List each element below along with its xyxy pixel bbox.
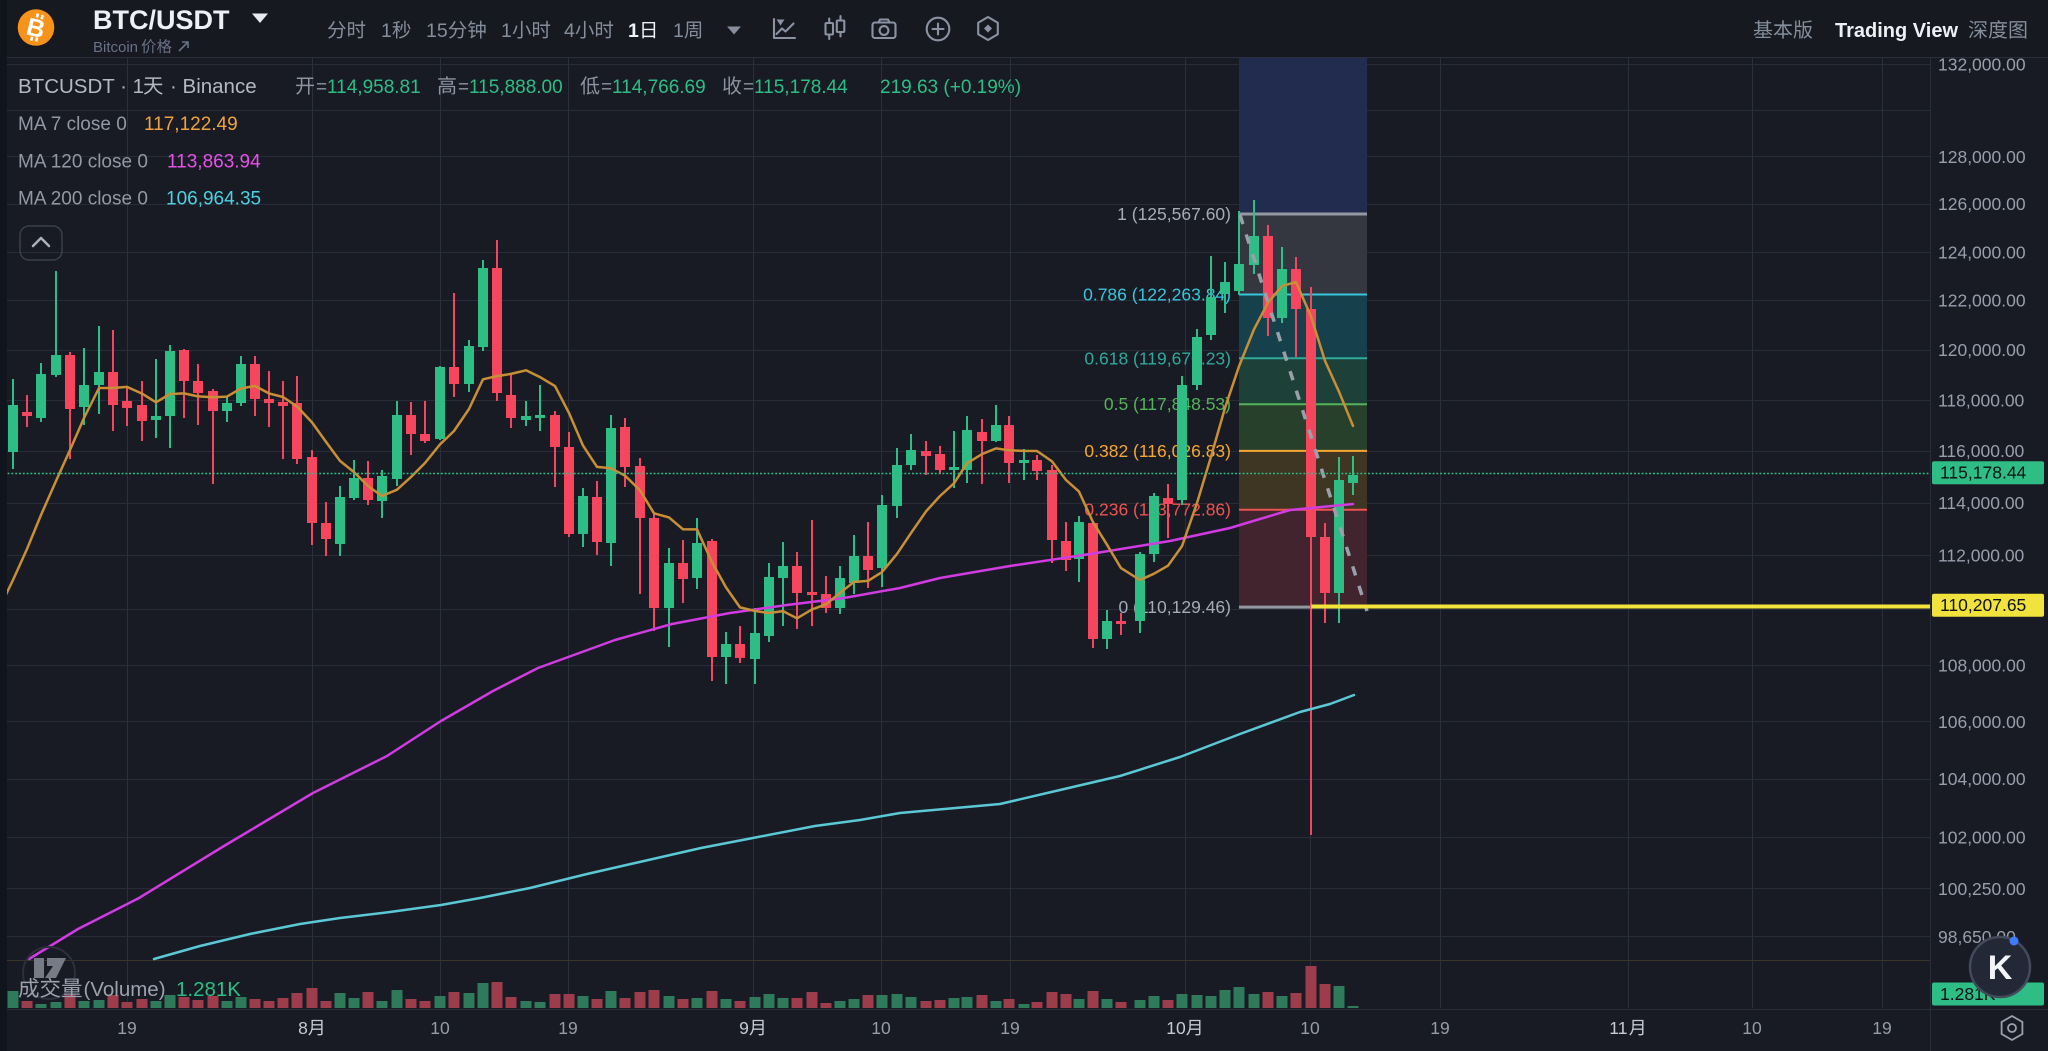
svg-text:110,207.65: 110,207.65 (1940, 595, 2026, 615)
svg-text:9: 9 (739, 1018, 749, 1038)
svg-text:19: 19 (558, 1018, 577, 1038)
svg-text:114,000.00: 114,000.00 (1938, 493, 2025, 513)
svg-text:Bitcoin: Bitcoin (93, 39, 138, 56)
svg-text:15: 15 (426, 20, 448, 42)
svg-text:114,766.69: 114,766.69 (612, 77, 706, 98)
svg-text:19: 19 (1872, 1018, 1891, 1038)
svg-text:120,000.00: 120,000.00 (1938, 340, 2026, 360)
svg-text:0 (110,129.46): 0 (110,129.46) (1118, 597, 1231, 617)
svg-text:BTC/USDT: BTC/USDT (93, 5, 230, 35)
svg-text:1.281K: 1.281K (176, 978, 241, 1001)
svg-text:Trading View: Trading View (1835, 20, 1958, 42)
svg-text:10: 10 (1742, 1018, 1762, 1038)
svg-text:124,000.00: 124,000.00 (1938, 242, 2026, 262)
svg-text:=: = (458, 77, 469, 98)
svg-text:1: 1 (673, 20, 684, 42)
svg-text:1 (125,567.60): 1 (125,567.60) (1117, 204, 1231, 224)
svg-text:10: 10 (1300, 1018, 1320, 1038)
svg-text:BTCUSDT · 1: BTCUSDT · 1 (18, 75, 144, 98)
svg-text:114,958.81: 114,958.81 (327, 77, 421, 98)
svg-text:0.382 (116,026.83): 0.382 (116,026.83) (1084, 441, 1231, 461)
svg-text:116,000.00: 116,000.00 (1938, 441, 2025, 461)
svg-text:19: 19 (1430, 1018, 1449, 1038)
svg-text:8: 8 (298, 1018, 308, 1038)
svg-text:128,000.00: 128,000.00 (1938, 147, 2026, 167)
svg-text:=: = (743, 77, 754, 98)
svg-text:1: 1 (501, 20, 512, 42)
svg-text:106,964.35: 106,964.35 (166, 189, 261, 210)
svg-text:=: = (316, 77, 327, 98)
svg-text:(Volume): (Volume) (84, 978, 166, 1001)
svg-text:K: K (1988, 949, 2013, 987)
svg-text:113,863.94: 113,863.94 (167, 152, 261, 173)
svg-text:117,122.49: 117,122.49 (144, 114, 238, 135)
svg-text:0.618 (119,670.23): 0.618 (119,670.23) (1084, 348, 1231, 368)
svg-text:106,000.00: 106,000.00 (1938, 712, 2026, 732)
svg-text:1: 1 (628, 20, 639, 42)
svg-text:10: 10 (430, 1018, 450, 1038)
svg-text:· Binance: · Binance (170, 75, 257, 98)
svg-text:104,000.00: 104,000.00 (1938, 769, 2026, 789)
svg-text:10: 10 (871, 1018, 891, 1038)
svg-text:19: 19 (117, 1018, 136, 1038)
svg-text:115,888.00: 115,888.00 (469, 77, 563, 98)
svg-text:0.786 (122,263.84): 0.786 (122,263.84) (1083, 285, 1231, 305)
svg-text:10: 10 (1166, 1018, 1186, 1038)
svg-text:4: 4 (564, 20, 575, 42)
svg-text:118,000.00: 118,000.00 (1938, 390, 2025, 410)
svg-text:MA 200 close 0: MA 200 close 0 (18, 189, 148, 210)
svg-text:102,000.00: 102,000.00 (1938, 827, 2026, 847)
svg-text:100,250.00: 100,250.00 (1938, 879, 2026, 899)
svg-text:MA 7 close 0: MA 7 close 0 (18, 114, 127, 135)
svg-text:132,000.00: 132,000.00 (1938, 54, 2026, 74)
svg-text:=: = (601, 77, 612, 98)
svg-text:1: 1 (381, 20, 392, 42)
svg-text:108,000.00: 108,000.00 (1938, 656, 2026, 676)
svg-text:219.63 (+0.19%): 219.63 (+0.19%) (880, 77, 1021, 98)
svg-text:MA 120 close 0: MA 120 close 0 (18, 152, 148, 173)
svg-text:115,178.44: 115,178.44 (1940, 463, 2027, 483)
svg-text:112,000.00: 112,000.00 (1938, 546, 2025, 566)
svg-text:19: 19 (1000, 1018, 1019, 1038)
svg-text:122,000.00: 122,000.00 (1938, 290, 2026, 310)
svg-text:115,178.44: 115,178.44 (754, 77, 848, 98)
svg-text:11: 11 (1609, 1018, 1627, 1038)
svg-text:126,000.00: 126,000.00 (1938, 194, 2026, 214)
svg-text:0.5 (117,848.53): 0.5 (117,848.53) (1104, 394, 1231, 414)
